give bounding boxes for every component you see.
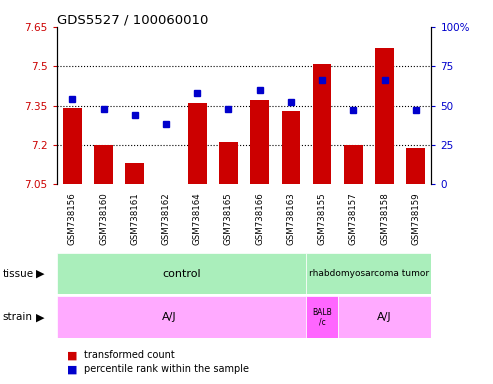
Bar: [313, 64, 331, 184]
Bar: [375, 48, 394, 184]
Text: transformed count: transformed count: [84, 350, 175, 360]
Text: GSM738162: GSM738162: [162, 192, 171, 245]
Bar: [282, 111, 300, 184]
Text: GSM738159: GSM738159: [411, 192, 420, 245]
Bar: [219, 142, 238, 184]
Text: percentile rank within the sample: percentile rank within the sample: [84, 364, 249, 374]
Text: tissue: tissue: [2, 268, 34, 279]
Text: GSM738157: GSM738157: [349, 192, 358, 245]
Bar: [344, 145, 363, 184]
Bar: [307, 296, 338, 338]
Bar: [63, 108, 82, 184]
Text: A/J: A/J: [377, 312, 392, 322]
Bar: [307, 253, 431, 294]
Text: GSM738156: GSM738156: [68, 192, 77, 245]
Text: GSM738166: GSM738166: [255, 192, 264, 245]
Text: rhabdomyosarcoma tumor: rhabdomyosarcoma tumor: [309, 269, 429, 278]
Bar: [250, 100, 269, 184]
Bar: [57, 253, 307, 294]
Text: ▶: ▶: [35, 268, 44, 279]
Text: GDS5527 / 100060010: GDS5527 / 100060010: [57, 13, 208, 26]
Text: A/J: A/J: [162, 312, 176, 322]
Bar: [406, 147, 425, 184]
Text: ■: ■: [67, 350, 77, 360]
Text: GSM738160: GSM738160: [99, 192, 108, 245]
Text: ▶: ▶: [35, 312, 44, 322]
Text: GSM738165: GSM738165: [224, 192, 233, 245]
Text: GSM738163: GSM738163: [286, 192, 295, 245]
Bar: [94, 145, 113, 184]
Text: GSM738155: GSM738155: [317, 192, 326, 245]
Bar: [125, 163, 144, 184]
Text: control: control: [162, 268, 201, 279]
Text: GSM738158: GSM738158: [380, 192, 389, 245]
Bar: [57, 296, 307, 338]
Text: GSM738161: GSM738161: [130, 192, 139, 245]
Bar: [338, 296, 431, 338]
Text: ■: ■: [67, 364, 77, 374]
Text: strain: strain: [2, 312, 33, 322]
Text: GSM738164: GSM738164: [193, 192, 202, 245]
Bar: [188, 103, 207, 184]
Text: BALB
/c: BALB /c: [312, 308, 332, 326]
